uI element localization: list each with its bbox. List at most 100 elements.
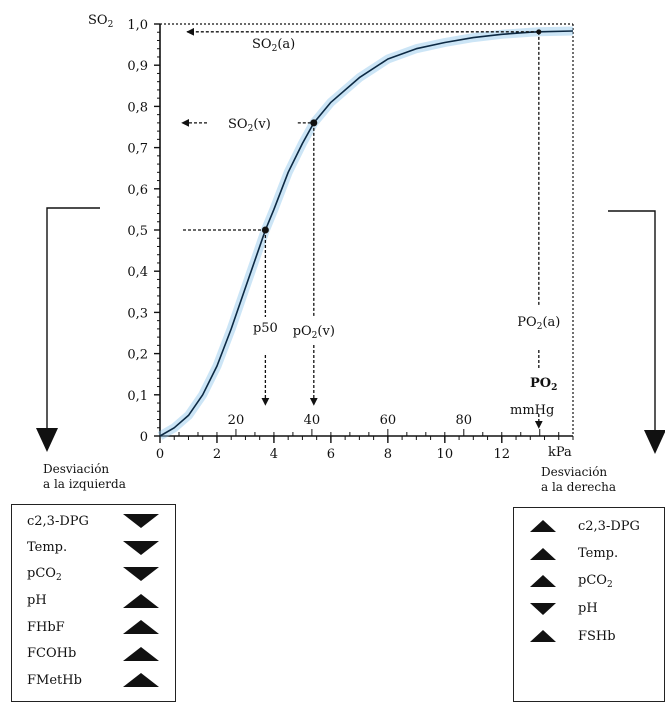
y-tick-label: 0,2 (127, 348, 148, 363)
y-tick-label: 0,9 (127, 59, 148, 74)
left-shift-title-line1: Desviación (43, 462, 110, 476)
factor-row: c2,3-DPG (514, 513, 664, 539)
factor-label-main: c2,3-DPG (27, 513, 89, 529)
x-unit-label: kPa (548, 445, 572, 460)
left-shift-arrowhead (36, 428, 58, 452)
left-shift-connector (46, 207, 100, 428)
venous-point (310, 119, 318, 127)
po2a-label-sub: 2 (537, 322, 543, 332)
left-shift-factors-box: c2,3-DPG Temp. pCO2 pH FHbF FCOHb FMetHb (11, 504, 176, 702)
arterial-point (536, 29, 542, 35)
factor-label-main: pH (27, 593, 47, 608)
right-shift-title: Desviación a la derecha (541, 465, 616, 495)
factor-label-main: pCO (578, 572, 607, 588)
triangle-up-icon (123, 593, 159, 608)
factor-label: Temp. (27, 540, 67, 555)
mmhg-unit-label: mmHg (510, 403, 554, 418)
triangle-up-icon (123, 673, 159, 687)
triangle-up-icon (123, 620, 159, 634)
po2-unit-sub: 2 (551, 383, 557, 393)
triangle-up-icon (530, 520, 556, 532)
x-tick-label: 4 (270, 447, 278, 462)
po2v-label-tail: (v) (317, 324, 335, 339)
mmhg-tick-label: 80 (456, 413, 473, 428)
dissociation-curve (159, 30, 574, 437)
factor-row: pH (12, 588, 175, 614)
triangle-down-icon (123, 514, 159, 528)
factor-row: FMetHb (12, 667, 175, 693)
y-tick-label: 0,6 (127, 183, 148, 198)
factor-label: pCO2 (27, 566, 62, 583)
mmhg-tick-label: 60 (380, 413, 397, 428)
factor-label: c2,3-DPG (27, 514, 89, 529)
factor-label: pH (578, 601, 598, 616)
factor-label-main: pH (578, 601, 598, 616)
x-tick-label: 12 (494, 447, 511, 462)
triangle-up-icon (530, 575, 556, 587)
triangle-up-icon (530, 630, 556, 642)
po2a-label-tail: (a) (542, 315, 560, 330)
factor-label-main: FSHb (578, 628, 616, 644)
factor-label: FHbF (27, 620, 65, 635)
y-tick-label: 0,3 (127, 306, 148, 321)
so2a-label-tail: (a) (277, 37, 295, 52)
p50-label: p50 (253, 321, 278, 336)
factor-label: FMetHb (27, 673, 82, 688)
triangle-down-icon (123, 540, 159, 555)
triangle-down-icon (123, 567, 159, 581)
po2v-label: pO2(v) (293, 324, 335, 341)
y-tick-label: 0,8 (127, 100, 148, 115)
factor-label: pH (27, 593, 47, 608)
y-axis-label-sub: 2 (108, 20, 114, 30)
left-shift-title: Desviación a la izquierda (43, 462, 126, 492)
factor-label: FCOHb (27, 646, 76, 661)
triangle-down-icon (530, 602, 556, 615)
so2a-label-sub: 2 (272, 44, 278, 54)
po2v-label-sub: 2 (312, 331, 318, 341)
right-shift-title-line2: a la derecha (541, 480, 616, 494)
so2a-label: SO2(a) (252, 37, 295, 54)
y-tick-label: 1,0 (127, 18, 148, 33)
factor-label-main: FCOHb (27, 646, 77, 661)
factor-label-main: c2,3-DPG (578, 518, 640, 534)
factor-label: FSHb (578, 629, 616, 644)
left-shift-title-line2: a la izquierda (43, 477, 126, 491)
po2a-label-main: PO (517, 315, 536, 330)
so2v-label-main: SO (228, 117, 248, 132)
factor-label-sub: 2 (55, 572, 62, 583)
factor-row: FHbF (12, 614, 175, 640)
y-axis-label: SO2 (88, 13, 113, 30)
factor-row: FSHb (514, 623, 664, 649)
factor-row: Temp. (12, 535, 175, 561)
triangle-up-icon (123, 646, 159, 661)
right-shift-title-line1: Desviación (541, 465, 608, 479)
po2-unit-main: PO (530, 376, 551, 391)
po2a-label: PO2(a) (517, 315, 560, 332)
factor-label-main: FHbF (27, 619, 65, 635)
x-tick-label: 0 (156, 447, 164, 462)
so2v-label: SO2(v) (228, 117, 271, 134)
mmhg-tick-label: 40 (304, 413, 321, 428)
right-shift-arrowhead (644, 430, 665, 454)
po2v-label-main: pO (293, 324, 312, 339)
curve-glow (157, 26, 574, 440)
factor-label-sub: 2 (606, 579, 613, 590)
factor-row: FCOHb (12, 641, 175, 667)
x-tick-label: 10 (437, 447, 454, 462)
factor-label-main: pCO (27, 565, 56, 581)
po2-unit-label: PO2 (530, 376, 557, 393)
y-tick-label: 0,7 (127, 142, 148, 157)
factor-label-main: Temp. (27, 540, 68, 555)
x-tick-label: 2 (213, 447, 221, 462)
y-tick-label: 0,1 (127, 389, 148, 404)
mmhg-tick-label: 20 (228, 413, 245, 428)
factor-row: pCO2 (514, 568, 664, 594)
factor-label: c2,3-DPG (578, 519, 640, 534)
y-tick-label: 0,5 (127, 224, 148, 239)
factor-label: Temp. (578, 546, 618, 561)
so2a-label-main: SO (252, 37, 272, 52)
triangle-up-icon (530, 547, 556, 560)
y-axis-label-main: SO (88, 13, 108, 28)
